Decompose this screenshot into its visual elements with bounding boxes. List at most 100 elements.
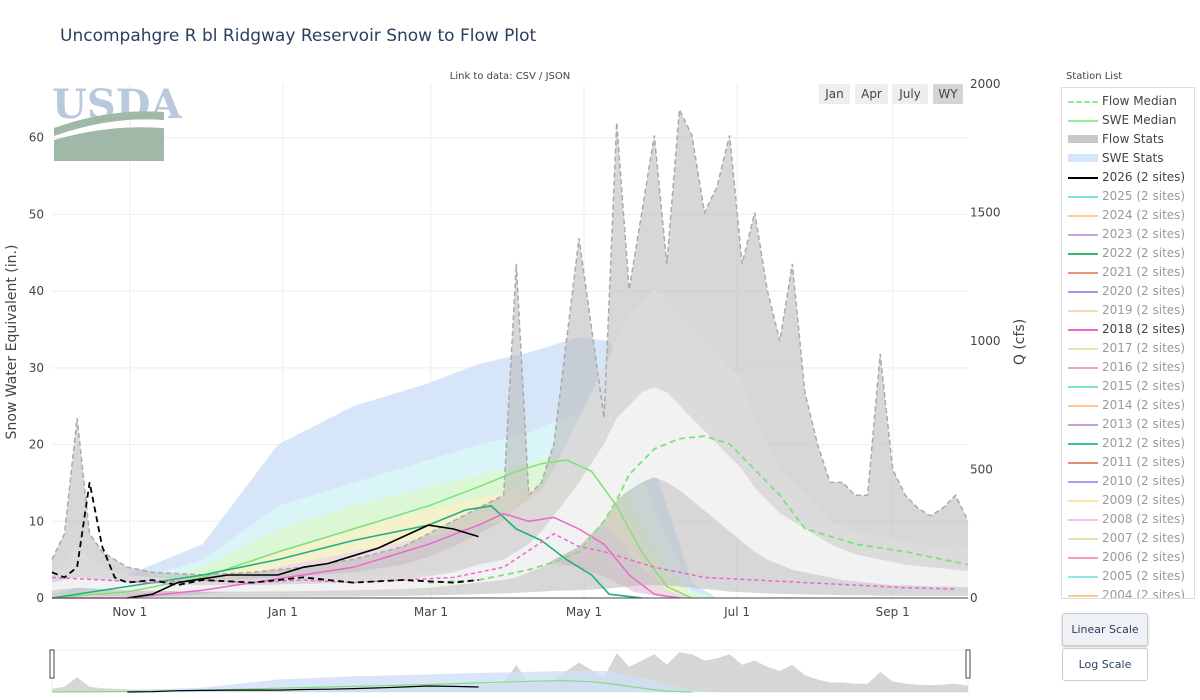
legend-swatch [1068, 405, 1098, 407]
log-scale-button[interactable]: Log Scale [1062, 648, 1148, 681]
legend-label: Flow Median [1102, 94, 1177, 108]
legend-label: 2025 (2 sites) [1102, 189, 1186, 203]
linear-scale-button[interactable]: Linear Scale [1062, 613, 1148, 646]
legend-label: 2021 (2 sites) [1102, 265, 1186, 279]
legend-label: 2004 (2 sites) [1102, 588, 1186, 599]
range-button-wy[interactable]: WY [933, 84, 963, 104]
axes: 0 10 20 30 40 50 60 0 500 1000 1500 2000 Nov 1 Jan 1 M… [29, 77, 1001, 619]
y-right-tick-label: 0 [970, 591, 978, 605]
legend-item[interactable]: 2021 (2 sites) [1062, 263, 1194, 282]
legend-label: SWE Median [1102, 113, 1177, 127]
legend-item[interactable]: 2004 (2 sites) [1062, 586, 1194, 599]
legend-swatch [1068, 424, 1098, 426]
legend-item[interactable]: 2012 (2 sites) [1062, 434, 1194, 453]
legend-swatch [1068, 462, 1098, 464]
legend-label: 2012 (2 sites) [1102, 436, 1186, 450]
legend-label: 2016 (2 sites) [1102, 360, 1186, 374]
legend-item[interactable]: 2023 (2 sites) [1062, 225, 1194, 244]
link-to-data[interactable]: Link to data: CSV / JSON [449, 71, 571, 82]
legend-swatch [1068, 215, 1098, 217]
legend-label: 2020 (2 sites) [1102, 284, 1186, 298]
x-tick-label: Sep 1 [876, 605, 910, 619]
legend-item[interactable]: 2014 (2 sites) [1062, 396, 1194, 415]
legend-item[interactable]: 2019 (2 sites) [1062, 301, 1194, 320]
range-button-jan[interactable]: Jan [819, 84, 850, 104]
legend-item[interactable]: 2020 (2 sites) [1062, 282, 1194, 301]
flow-median-line [428, 435, 969, 584]
y-left-axis-title: Snow Water Equivalent (in.) [4, 245, 20, 440]
range-slider-flow [52, 652, 968, 692]
legend-item[interactable]: 2025 (2 sites) [1062, 187, 1194, 206]
legend-swatch [1068, 519, 1098, 521]
legend-item[interactable]: 2013 (2 sites) [1062, 415, 1194, 434]
flow-band-p25-p50 [52, 387, 968, 592]
y-right-tick-label: 1500 [970, 206, 1001, 220]
swe-median-line [51, 459, 693, 599]
legend-swatch [1068, 500, 1098, 502]
legend-label: 2015 (2 sites) [1102, 379, 1186, 393]
legend-label: 2022 (2 sites) [1102, 246, 1186, 260]
y-right-tick-label: 2000 [970, 77, 1001, 91]
y-right-tick-label: 500 [970, 463, 993, 477]
legend-swatch [1068, 120, 1098, 122]
range-button-july[interactable]: July [892, 84, 928, 104]
legend-item[interactable]: 2026 (2 sites) [1062, 168, 1194, 187]
legend-item[interactable]: 2010 (2 sites) [1062, 472, 1194, 491]
swe-2018-line [52, 512, 680, 599]
legend-item[interactable]: Flow Median [1062, 92, 1194, 111]
range-slider-swe [52, 670, 718, 692]
station-list-label: Station List [1066, 71, 1123, 82]
x-tick-label: Mar 1 [414, 605, 448, 619]
legend-swatch [1068, 348, 1098, 350]
legend-item[interactable]: 2006 (2 sites) [1062, 548, 1194, 567]
y-left-tick-label: 60 [29, 131, 44, 145]
y-left-tick-label: 40 [29, 284, 44, 298]
legend-item[interactable]: 2005 (2 sites) [1062, 567, 1194, 586]
x-tick-label: Jul 1 [723, 605, 750, 619]
legend-item[interactable]: Flow Stats [1062, 130, 1194, 149]
legend-item[interactable]: 2011 (2 sites) [1062, 453, 1194, 472]
legend-swatch [1068, 234, 1098, 236]
legend-label: 2019 (2 sites) [1102, 303, 1186, 317]
series-lines [51, 435, 969, 599]
y-left-tick-label: 10 [29, 514, 44, 528]
swe-2026-line [127, 524, 479, 599]
y-left-tick-label: 0 [36, 591, 44, 605]
flow-max-line [51, 106, 969, 576]
legend-item[interactable]: SWE Median [1062, 111, 1194, 130]
legend-label: Flow Stats [1102, 132, 1164, 146]
legend-label: 2008 (2 sites) [1102, 512, 1186, 526]
legend-label: 2023 (2 sites) [1102, 227, 1186, 241]
legend-item[interactable]: 2009 (2 sites) [1062, 491, 1194, 510]
legend-item[interactable]: 2008 (2 sites) [1062, 510, 1194, 529]
legend-swatch [1068, 538, 1098, 540]
legend-item[interactable]: SWE Stats [1062, 149, 1194, 168]
flow-stats-bands [51, 106, 969, 597]
range-button-apr[interactable]: Apr [855, 84, 888, 104]
axis-titles: Snow Water Equivalent (in.) Q (cfs) [4, 245, 1028, 440]
legend-item[interactable]: 2018 (2 sites) [1062, 320, 1194, 339]
x-tick-label: May 1 [566, 605, 602, 619]
legend-swatch [1068, 310, 1098, 312]
legend-item[interactable]: 2017 (2 sites) [1062, 339, 1194, 358]
usda-logo-swoosh-1 [54, 111, 164, 136]
y-left-tick-label: 30 [29, 361, 44, 375]
legend-item[interactable]: 2022 (2 sites) [1062, 244, 1194, 263]
legend-item[interactable]: 2024 (2 sites) [1062, 206, 1194, 225]
legend-label: 2024 (2 sites) [1102, 208, 1186, 222]
flow-2018-line [51, 532, 956, 590]
x-tick-label: Nov 1 [112, 605, 147, 619]
legend-swatch [1068, 101, 1098, 103]
legend-item[interactable]: 2016 (2 sites) [1062, 358, 1194, 377]
legend: Flow Median SWE Median Flow Stats SWE Stats… [1061, 87, 1195, 599]
legend-item[interactable]: 2007 (2 sites) [1062, 529, 1194, 548]
legend-item[interactable]: 2015 (2 sites) [1062, 377, 1194, 396]
y-right-tick-label: 1000 [970, 334, 1001, 348]
y-left-tick-label: 20 [29, 438, 44, 452]
legend-label: 2026 (2 sites) [1102, 170, 1186, 184]
legend-label: 2014 (2 sites) [1102, 398, 1186, 412]
range-slider-handle-right [965, 649, 971, 679]
legend-swatch [1068, 135, 1098, 143]
range-slider[interactable] [49, 649, 971, 693]
